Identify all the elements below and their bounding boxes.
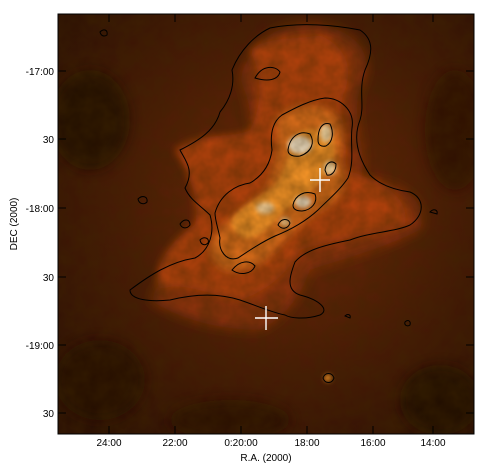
x-axis-title: R.A. (2000) — [240, 453, 291, 464]
y-tick-label: 30 — [43, 135, 55, 146]
contour-lines — [99, 24, 438, 383]
x-tick-label: 14:00 — [420, 438, 445, 449]
y-tick-label: 30 — [43, 273, 55, 284]
x-tick-label: 16:00 — [360, 438, 385, 449]
x-tick-label: 24:00 — [96, 438, 121, 449]
cross-marker — [310, 168, 330, 192]
y-tick-label: -17:00 — [26, 67, 55, 78]
emission-image — [58, 14, 474, 434]
plot-frame — [57, 13, 475, 435]
x-tick-label: 18:00 — [294, 438, 319, 449]
y-tick-label: 30 — [43, 409, 55, 420]
x-tick-label: 22:00 — [162, 438, 187, 449]
cross-marker — [255, 306, 278, 330]
axis-ticks — [58, 14, 474, 434]
x-tick-label: 0:20:00 — [224, 438, 258, 449]
y-axis-title: DEC (2000) — [9, 198, 20, 251]
y-tick-label: -19:00 — [26, 341, 55, 352]
y-tick-label: -18:00 — [26, 204, 55, 215]
